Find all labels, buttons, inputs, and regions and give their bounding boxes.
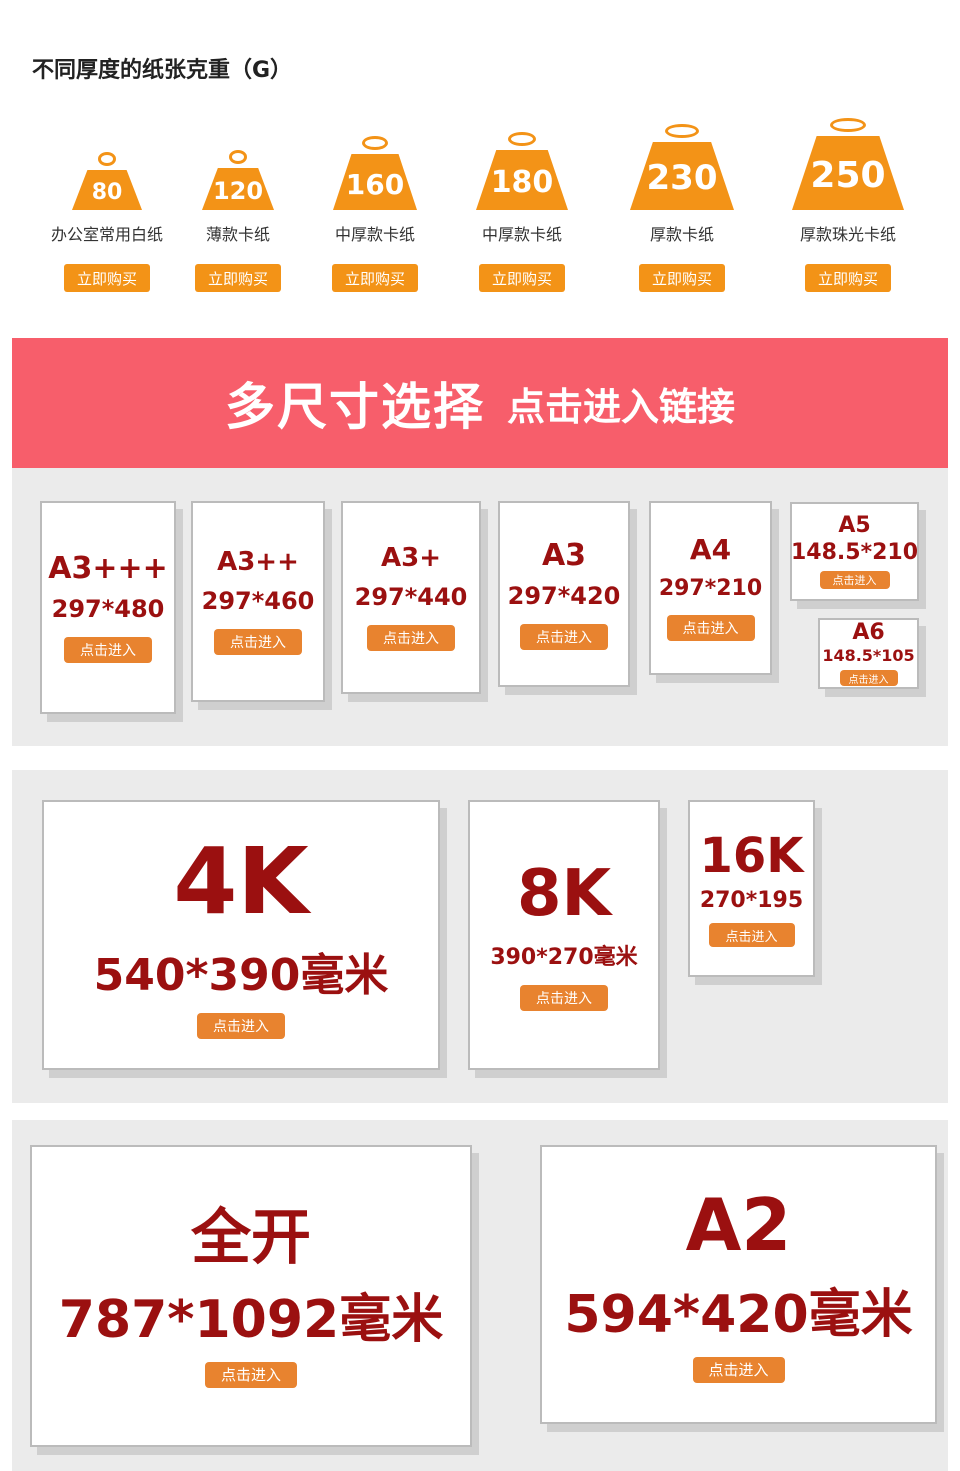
weight-value: 160 — [333, 154, 417, 210]
weight-value: 80 — [72, 170, 142, 210]
size-card[interactable]: 8K 390*270毫米 点击进入 — [468, 800, 660, 1070]
buy-now-button[interactable]: 立即购买 — [64, 264, 150, 292]
weight-item: 180 — [476, 132, 568, 210]
enter-button[interactable]: 点击进入 — [708, 923, 795, 948]
weight-icon: 160 — [333, 136, 417, 210]
size-card[interactable]: A3+ 297*440 点击进入 — [341, 501, 481, 694]
size-dimensions: 297*420 — [507, 581, 621, 610]
weight-icon: 180 — [476, 132, 568, 210]
size-card[interactable]: A3++ 297*460 点击进入 — [191, 501, 325, 702]
weight-item: 160 — [333, 136, 417, 210]
size-name: A3+ — [381, 543, 441, 574]
page-title: 不同厚度的纸张克重（G） — [32, 58, 293, 83]
enter-button[interactable]: 点击进入 — [64, 637, 152, 663]
size-name: A6 — [852, 619, 885, 645]
enter-button[interactable]: 点击进入 — [214, 628, 302, 655]
buy-now-button[interactable]: 立即购买 — [639, 264, 725, 292]
weight-value: 180 — [476, 150, 568, 210]
size-dimensions: 148.5*105 — [822, 646, 915, 666]
weight-icon: 230 — [630, 124, 734, 210]
banner-title: 多尺寸选择 — [224, 378, 485, 436]
size-dimensions: 297*440 — [354, 582, 468, 611]
weight-value: 250 — [792, 136, 904, 210]
size-card[interactable]: 全开 787*1092毫米 点击进入 — [30, 1145, 472, 1447]
buy-now-button[interactable]: 立即购买 — [805, 264, 891, 292]
size-name: A2 — [685, 1183, 792, 1268]
size-name: 4K — [173, 828, 309, 936]
weight-value: 230 — [630, 142, 734, 210]
enter-button[interactable]: 点击进入 — [197, 1012, 285, 1039]
size-name: 8K — [516, 856, 612, 931]
weight-icon: 120 — [202, 150, 274, 210]
enter-button[interactable]: 点击进入 — [839, 670, 898, 687]
size-dimensions: 594*420毫米 — [564, 1284, 913, 1345]
weight-item: 230 — [630, 124, 734, 210]
size-dimensions: 297*460 — [201, 586, 315, 615]
size-card[interactable]: 4K 540*390毫米 点击进入 — [42, 800, 440, 1070]
size-name: A3++ — [217, 547, 299, 578]
weight-icon: 250 — [792, 118, 904, 210]
weight-value: 120 — [202, 168, 274, 210]
enter-button[interactable]: 点击进入 — [520, 985, 608, 1012]
banner-subtitle: 点击进入链接 — [506, 384, 735, 429]
enter-button[interactable]: 点击进入 — [666, 614, 755, 641]
enter-button[interactable]: 点击进入 — [367, 624, 455, 651]
weight-label: 厚款卡纸 — [649, 225, 715, 244]
size-name: A4 — [689, 533, 732, 567]
size-card[interactable]: 16K 270*195 点击进入 — [688, 800, 815, 977]
enter-button[interactable]: 点击进入 — [520, 623, 608, 650]
weight-icon: 80 — [72, 152, 142, 210]
buy-now-button[interactable]: 立即购买 — [479, 264, 565, 292]
size-card[interactable]: A2 594*420毫米 点击进入 — [540, 1145, 937, 1424]
enter-button[interactable]: 点击进入 — [205, 1361, 297, 1388]
size-dimensions: 390*270毫米 — [490, 945, 638, 971]
enter-button[interactable]: 点击进入 — [819, 571, 890, 590]
size-name: 16K — [699, 827, 804, 884]
weight-item: 80 — [72, 152, 142, 210]
size-dimensions: 148.5*210 — [791, 540, 919, 566]
enter-button[interactable]: 点击进入 — [692, 1356, 785, 1383]
size-card[interactable]: A3+++ 297*480 点击进入 — [40, 501, 176, 714]
size-dimensions: 540*390毫米 — [93, 949, 389, 1001]
weight-label: 中厚款卡纸 — [334, 225, 416, 244]
size-name: 全开 — [191, 1202, 311, 1273]
size-card[interactable]: A4 297*210 点击进入 — [649, 501, 772, 675]
weight-label: 薄款卡纸 — [205, 225, 271, 244]
size-name: A3 — [541, 537, 587, 573]
size-dimensions: 297*480 — [51, 595, 165, 623]
buy-now-button[interactable]: 立即购买 — [195, 264, 281, 292]
size-name: A5 — [838, 512, 871, 538]
size-dimensions: 787*1092毫米 — [58, 1289, 444, 1350]
size-dimensions: 270*195 — [699, 888, 804, 914]
size-banner[interactable]: 多尺寸选择 点击进入链接 — [12, 338, 948, 468]
buy-now-button[interactable]: 立即购买 — [332, 264, 418, 292]
weight-label: 办公室常用白纸 — [50, 225, 164, 244]
size-card[interactable]: A6 148.5*105 点击进入 — [818, 618, 919, 689]
weight-label: 厚款珠光卡纸 — [799, 225, 897, 244]
size-name: A3+++ — [48, 551, 168, 586]
size-card[interactable]: A5 148.5*210 点击进入 — [790, 502, 919, 601]
weight-item: 250 — [792, 118, 904, 210]
weight-item: 120 — [202, 150, 274, 210]
weight-label: 中厚款卡纸 — [481, 225, 563, 244]
size-dimensions: 297*210 — [658, 575, 763, 601]
size-card[interactable]: A3 297*420 点击进入 — [498, 501, 630, 687]
